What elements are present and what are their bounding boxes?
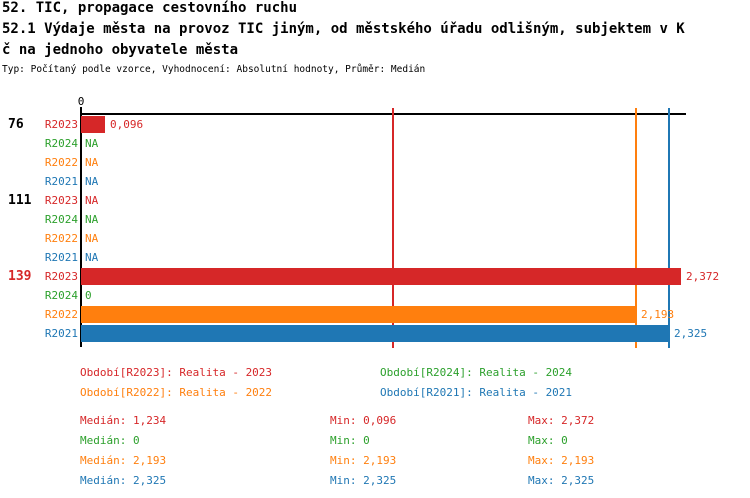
legend-item-2: Období[R2024]: Realita - 2024 [380,366,573,379]
value-bar [81,325,669,342]
period-label: R2023 [44,270,78,283]
period-label: R2022 [44,156,78,169]
period-label: R2021 [44,327,78,340]
value-label: 0,096 [110,118,144,131]
stat-max: Max: 0 [528,434,568,447]
value-label: NA [85,175,99,188]
period-label: R2021 [44,175,78,188]
value-label: 2,372 [686,270,720,283]
value-bar [81,306,636,323]
value-label: 2,193 [641,308,675,321]
group-label: 139 [8,269,32,284]
value-label: 0 [85,289,92,302]
period-label: R2023 [44,194,78,207]
stat-min: Min: 2,325 [330,474,397,487]
y-axis-line [80,107,82,347]
page-title-line1: 52. TIC, propagace cestovního ruchu [2,0,298,16]
stat-max: Max: 2,193 [528,454,595,467]
stat-median: Medián: 0 [80,434,140,447]
median-line-R2021 [668,108,670,348]
period-label: R2023 [44,118,78,131]
value-label: NA [85,251,99,264]
stat-min: Min: 2,193 [330,454,397,467]
stat-max: Max: 2,372 [528,414,595,427]
stat-max: Max: 2,325 [528,474,595,487]
legend-item-4: Období[R2021]: Realita - 2021 [380,386,573,399]
median-line-R2022 [635,108,637,348]
x-axis-zero-label: 0 [77,95,85,108]
stat-median: Medián: 2,193 [80,454,167,467]
value-label: NA [85,137,99,150]
page-title-line2: 52.1 Výdaje města na provoz TIC jiným, o… [2,21,685,37]
median-line-R2023 [392,108,394,348]
group-label: 111 [8,193,32,208]
period-label: R2021 [44,251,78,264]
legend-item-3: Období[R2022]: Realita - 2022 [80,386,273,399]
indicator-meta: Typ: Počítaný podle vzorce, Vyhodnocení:… [2,64,426,75]
period-label: R2024 [44,289,78,302]
stat-min: Min: 0 [330,434,370,447]
x-axis-line [80,113,686,115]
period-label: R2022 [44,232,78,245]
stat-median: Medián: 1,234 [80,414,167,427]
value-label: NA [85,194,99,207]
group-label: 76 [8,117,24,132]
value-label: NA [85,232,99,245]
value-label: NA [85,213,99,226]
value-label: NA [85,156,99,169]
legend-item-1: Období[R2023]: Realita - 2023 [80,366,273,379]
page-title-line3: č na jednoho obyvatele města [2,42,239,58]
value-bar [81,268,681,285]
period-label: R2024 [44,137,78,150]
value-bar [81,116,105,133]
stat-median: Medián: 2,325 [80,474,167,487]
period-label: R2024 [44,213,78,226]
value-label: 2,325 [674,327,708,340]
stat-min: Min: 0,096 [330,414,397,427]
period-label: R2022 [44,308,78,321]
